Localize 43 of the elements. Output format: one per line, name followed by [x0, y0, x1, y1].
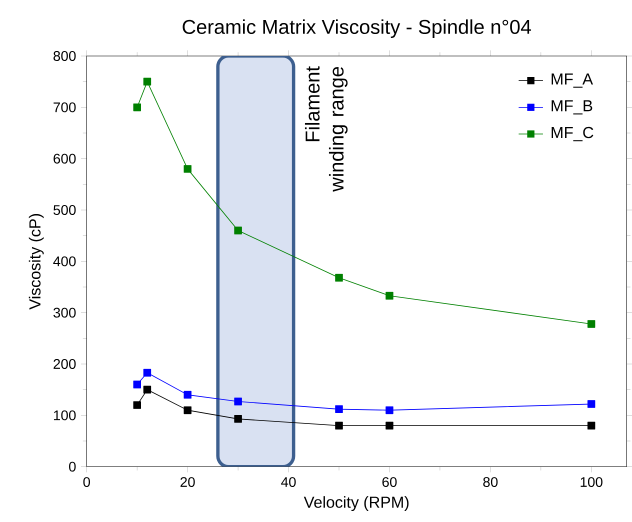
y-tick-label: 200 — [54, 359, 76, 369]
y-tick-label: 700 — [54, 102, 76, 112]
point — [386, 422, 394, 430]
y-tick-label: 100 — [54, 410, 76, 420]
legend-label: MF_B — [552, 100, 592, 114]
point — [234, 415, 242, 423]
y-tick-label: 400 — [53, 256, 76, 266]
x-tick-label: 20 — [180, 477, 195, 487]
legend-label: MF_A — [552, 74, 594, 88]
x-axis-title: Velocity (RPM) — [304, 496, 409, 512]
y-tick-label: 0 — [69, 462, 76, 472]
point — [133, 401, 142, 409]
y-axis-title: Viscosity (cP) — [28, 214, 44, 310]
x-tick-label: 0 — [83, 477, 90, 487]
point — [133, 380, 142, 388]
point — [184, 390, 192, 399]
x-tick-label: 40 — [281, 477, 296, 487]
point — [184, 406, 192, 414]
legend-label: MF_C — [552, 126, 594, 142]
chart-title: Ceramic Matrix Viscosity - Spindle n°04 — [182, 19, 532, 38]
point — [335, 274, 343, 282]
point — [587, 320, 596, 328]
point — [133, 103, 142, 112]
x-tick-label: 100 — [580, 477, 602, 487]
y-tick-label: 300 — [53, 308, 76, 318]
point — [143, 386, 152, 394]
point — [143, 78, 152, 86]
x-tick-label: 60 — [382, 477, 397, 487]
y-tick-label: 600 — [54, 154, 76, 164]
y-tick-label: 800 — [54, 51, 76, 61]
point — [184, 165, 192, 173]
y-tick-label: 500 — [53, 205, 76, 215]
point — [335, 422, 343, 430]
point — [335, 405, 343, 414]
point — [386, 292, 394, 300]
point — [587, 422, 596, 430]
point — [587, 400, 596, 408]
point — [234, 398, 242, 406]
band-label: Filament winding range — [304, 66, 348, 192]
x-tick-label: 80 — [483, 477, 498, 487]
point — [386, 406, 394, 414]
point — [234, 226, 242, 234]
point — [143, 368, 152, 377]
